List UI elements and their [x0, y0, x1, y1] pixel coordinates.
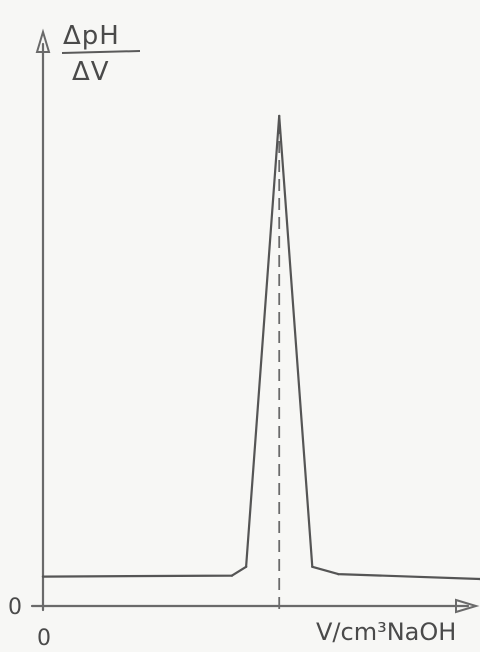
y-axis-label-numerator: ΔpH — [63, 21, 120, 51]
data-point — [230, 574, 234, 577]
y-axis-label-fraction-bar — [61, 50, 141, 54]
y-origin-label: 0 — [8, 595, 22, 620]
data-point — [311, 565, 314, 568]
data-point — [337, 572, 340, 576]
x-axis-label: V/cm³NaOH — [316, 618, 456, 646]
data-point — [244, 565, 248, 568]
derivative-curve-0 — [41, 114, 480, 581]
y-axis-arrowhead — [35, 28, 51, 53]
axes — [30, 28, 480, 614]
data-point — [41, 575, 45, 578]
y-axis-label-denominator: ΔV — [72, 57, 110, 87]
y-axis-label: ΔpH ΔV — [61, 21, 141, 87]
plot-area — [41, 114, 480, 610]
x-axis-arrowhead — [455, 598, 480, 614]
x-origin-label: 0 — [37, 626, 51, 651]
data-point — [278, 114, 281, 118]
